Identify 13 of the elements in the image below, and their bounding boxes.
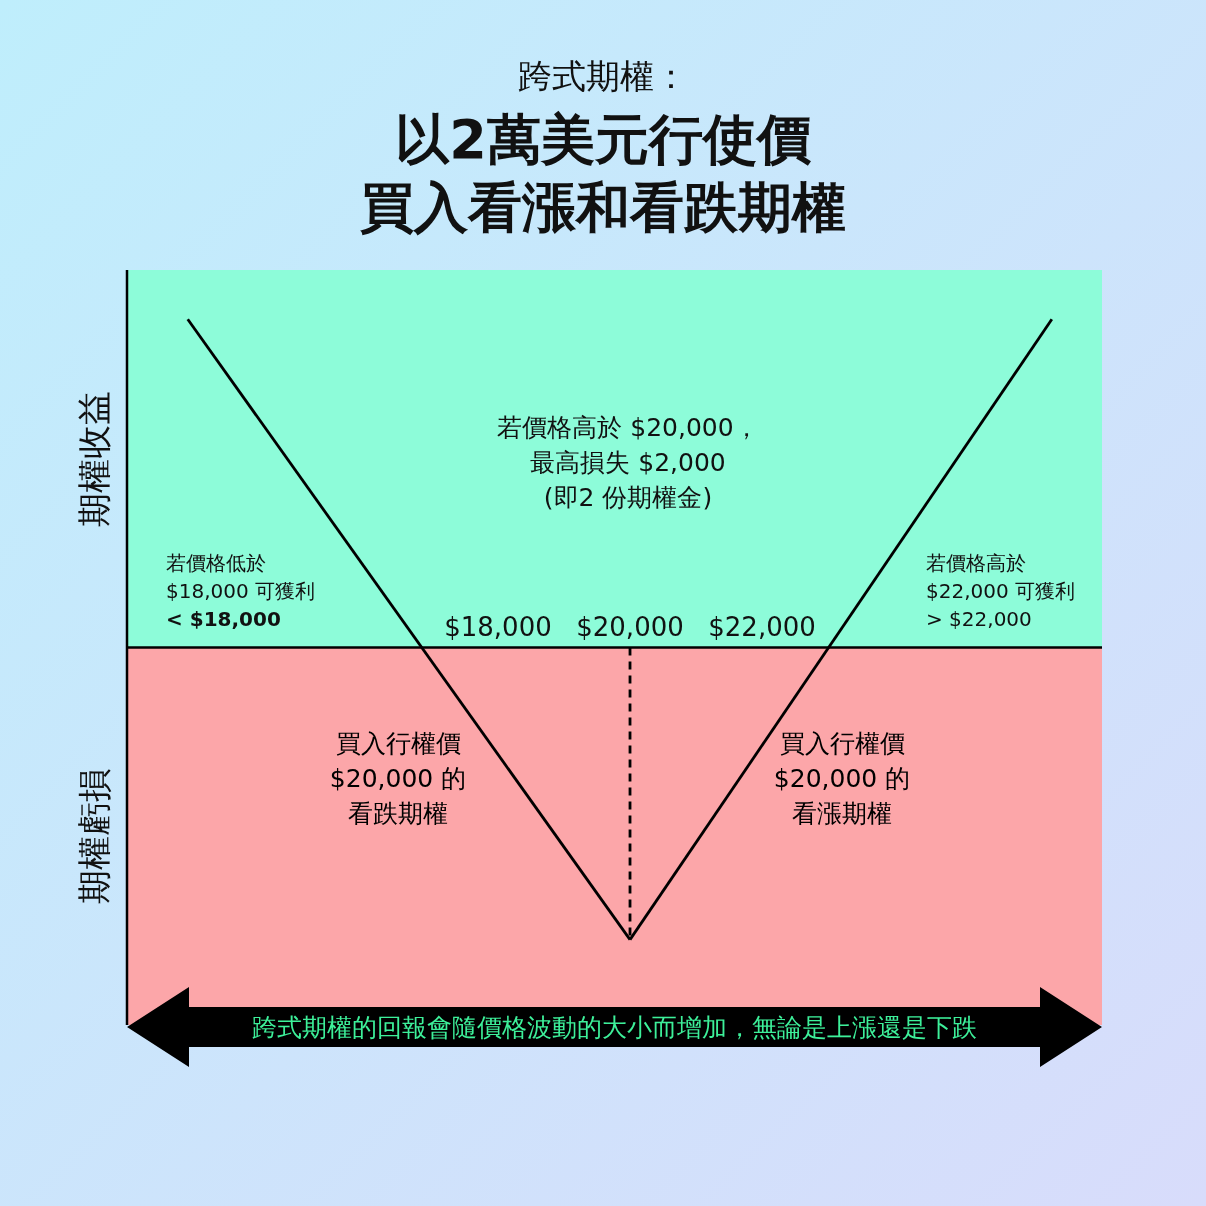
chart-title: 以2萬美元行使價買入看漲和看跌期權 — [360, 108, 846, 239]
annotation: 若價格低於 $18,000 可獲利 < $18,000 — [166, 551, 316, 631]
x-tick-label: $20,000 — [576, 611, 684, 642]
annotation: 若價格高於 $20,000，最高損失 $2,000(即2 份期權金) — [497, 413, 759, 512]
chart-subtitle: 跨式期權： — [518, 56, 688, 96]
x-tick-label: $18,000 — [444, 611, 552, 642]
text: 跨式期權的回報會隨價格波動的大小而增加，無論是上漲還是下跌 — [252, 1013, 977, 1042]
series-label: 買入行權價$20,000 的看跌期權 — [329, 729, 467, 828]
band-label: 期權虧損 — [74, 768, 114, 905]
band-label: 期權收益 — [74, 390, 114, 527]
series-label: 買入行權價$20,000 的看漲期權 — [773, 729, 911, 828]
annotation: 若價格高於 $22,000 可獲利 > $22,000 — [926, 551, 1076, 631]
x-tick-label: $22,000 — [708, 611, 816, 642]
